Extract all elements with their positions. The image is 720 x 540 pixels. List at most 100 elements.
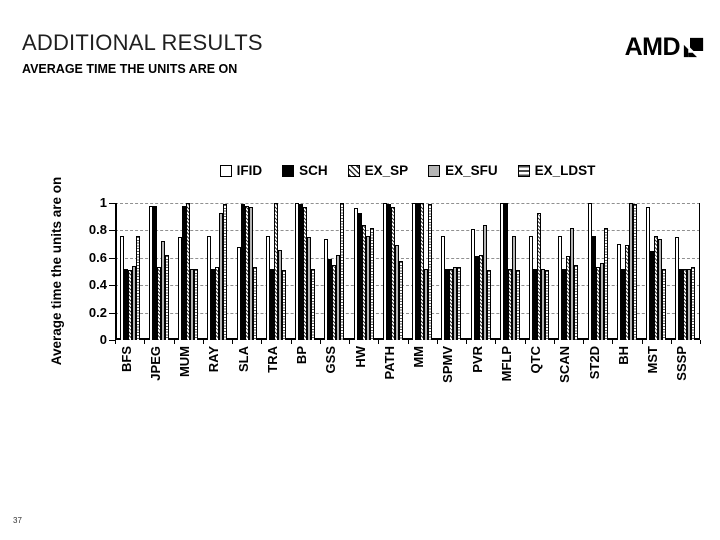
bar-sch-spmv xyxy=(445,269,450,340)
legend-swatch-black-solid xyxy=(282,164,295,177)
y-axis-tick xyxy=(109,203,115,204)
bar-sch-mflp xyxy=(503,203,508,340)
bar-group xyxy=(642,203,671,340)
x-axis-tick xyxy=(670,340,672,344)
bar-ex_ldst-ray xyxy=(223,204,228,340)
x-category-label: MUM xyxy=(177,346,193,378)
legend-label: IFID xyxy=(236,163,263,178)
x-category-label: RAY xyxy=(206,346,222,373)
bar-ex_sfu-st2d xyxy=(599,263,604,340)
y-axis-tick xyxy=(109,257,115,259)
slide-subtitle: AVERAGE TIME THE UNITS ARE ON xyxy=(22,62,238,76)
bar-ifid-tra xyxy=(265,236,270,340)
bar-sch-bfs xyxy=(123,269,128,340)
x-axis-tick xyxy=(319,340,321,344)
y-axis-tick xyxy=(109,312,115,314)
bar-group xyxy=(378,203,407,340)
y-tick-label: 0.4 xyxy=(88,277,107,293)
bar-group xyxy=(525,203,554,340)
bar-ifid-jpeg xyxy=(148,206,153,340)
bar-ex_sp-bp xyxy=(303,207,308,340)
bar-ex_ldst-pvr xyxy=(486,270,491,340)
x-axis-tick xyxy=(144,340,146,344)
bar-ifid-mflp xyxy=(499,203,504,340)
bar-ifid-spmv xyxy=(441,236,446,340)
bar-sch-qtc xyxy=(533,269,538,340)
legend-swatch-diagonal-hatch xyxy=(347,164,360,177)
bar-ex_sfu-bfs xyxy=(131,266,136,340)
bar-ex_ldst-mm xyxy=(428,204,433,340)
bar-ex_sp-spmv xyxy=(449,269,454,340)
x-axis-tick xyxy=(202,340,204,344)
x-axis-tick xyxy=(173,340,175,344)
bar-group xyxy=(291,203,320,340)
bar-sch-jpeg xyxy=(152,206,157,340)
x-axis-tick xyxy=(407,340,409,344)
x-category-label: SLA xyxy=(235,346,251,372)
bar-sch-mst xyxy=(650,251,655,340)
x-axis-tick xyxy=(553,340,555,344)
page-number: 37 xyxy=(13,516,22,525)
bar-ex_sp-ray xyxy=(215,267,220,340)
bar-group xyxy=(408,203,437,340)
bar-ex_ldst-jpeg xyxy=(164,255,169,340)
bar-ex_sfu-sssp xyxy=(687,269,692,340)
bar-group xyxy=(115,203,144,340)
x-category-label: SCAN xyxy=(557,346,573,383)
x-axis-tick xyxy=(583,340,584,344)
bar-group xyxy=(320,203,349,340)
y-tick-label: 1 xyxy=(99,195,107,210)
x-category-label: QTC xyxy=(528,346,544,374)
gridline xyxy=(115,203,700,204)
x-axis-tick xyxy=(466,340,467,344)
bar-ifid-st2d xyxy=(587,203,592,340)
bar-sch-bh xyxy=(620,269,625,340)
x-category-label: HW xyxy=(352,346,368,368)
bar-sch-st2d xyxy=(591,236,596,340)
bar-ex_ldst-spmv xyxy=(457,267,462,340)
gridline xyxy=(115,312,700,314)
x-axis-tick xyxy=(641,340,643,344)
gridline xyxy=(115,257,700,259)
bar-ifid-bh xyxy=(616,244,621,340)
x-axis-tick xyxy=(261,340,263,344)
bar-sch-tra xyxy=(269,269,274,340)
x-axis-tick xyxy=(495,340,497,344)
bar-ex_sp-gss xyxy=(332,265,337,340)
y-axis-tick xyxy=(109,285,115,287)
bar-group xyxy=(232,203,261,340)
bar-ex_sfu-mm xyxy=(424,269,429,340)
x-axis-tick xyxy=(290,340,292,344)
bar-ex_sp-sla xyxy=(244,206,249,340)
bar-ifid-qtc xyxy=(529,236,534,340)
bar-ex_ldst-mst xyxy=(662,269,667,340)
bar-ex_ldst-gss xyxy=(340,203,345,340)
amd-logo-text: AMD xyxy=(624,33,681,61)
bar-ex_sfu-pvr xyxy=(482,225,487,340)
amd-arrow-icon xyxy=(683,37,704,58)
bar-ex_ldst-path xyxy=(398,261,403,340)
bar-ex_ldst-scan xyxy=(574,265,579,340)
bar-ifid-hw xyxy=(353,208,358,340)
chart-legend: IFID SCH EX_SP EX_SFU EX_LDST xyxy=(115,163,700,178)
bar-ex_sfu-mflp xyxy=(511,236,516,340)
bar-ex_sfu-hw xyxy=(365,236,370,340)
x-category-label: SSSP xyxy=(674,346,690,381)
y-tick-label: 0.6 xyxy=(88,249,107,265)
bar-ex_sfu-path xyxy=(394,245,399,340)
legend-item-ex_sfu: EX_SFU xyxy=(428,163,498,178)
x-category-label: GSS xyxy=(323,346,339,374)
bar-ex_sp-tra xyxy=(273,203,278,340)
bar-ex_sp-scan xyxy=(566,256,571,340)
x-category-label: SPMV xyxy=(440,346,456,383)
bar-ifid-ray xyxy=(207,236,212,340)
bar-ex_sfu-gss xyxy=(336,255,341,340)
bar-ex_sp-hw xyxy=(361,225,366,340)
bar-ifid-mum xyxy=(178,237,183,340)
bar-sch-pvr xyxy=(474,256,479,340)
bar-group xyxy=(554,203,583,340)
bar-ex_sp-mst xyxy=(654,236,659,340)
bar-group xyxy=(495,203,524,340)
plot-area xyxy=(115,203,700,340)
